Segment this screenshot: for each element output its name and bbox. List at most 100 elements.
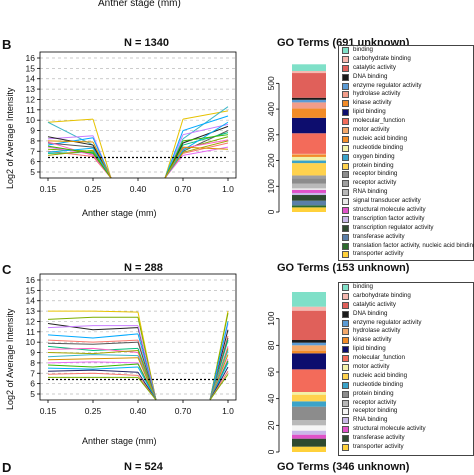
panel-c-legend-item: RNA binding <box>339 416 473 425</box>
panel-c-legend-swatch <box>342 399 349 407</box>
panel-c-legend-item: hydrolase activity <box>339 327 473 336</box>
panel-b-line-series-line <box>47 145 94 154</box>
panel-b-bar-ytick-label: 100 <box>266 179 276 193</box>
panel-b-legend-swatch <box>342 171 349 179</box>
panel-c-legend-swatch <box>342 443 349 451</box>
panel-c-line-series-line <box>47 345 139 351</box>
panel-b-bar-segment <box>292 189 326 193</box>
panel-c-legend-swatch <box>342 301 349 309</box>
panel-c-legend-item: carbohydrate binding <box>339 292 473 301</box>
panel-b-legend-item: oxygen binding <box>339 153 473 162</box>
panel-c-line-series-line <box>47 354 139 358</box>
panel-b-legend-label: nucleic acid binding <box>353 134 408 142</box>
panel-c-legend-item: motor activity <box>339 363 473 372</box>
panel-b-line-series-line <box>47 121 94 146</box>
panel-c-line-plot-frame <box>39 273 237 401</box>
panel-c-legend-item: transporter activity <box>339 443 473 452</box>
panel-c-legend-swatch <box>342 408 349 416</box>
panel-c-legend-swatch <box>342 337 349 345</box>
panel-b-legend-item: structural molecule activity <box>339 206 473 215</box>
panel-c-bar-ytick-label: 60 <box>266 367 276 377</box>
panel-b-bar-segment <box>292 160 326 164</box>
panel-b-bar-segment <box>292 205 326 208</box>
panel-b-legend-swatch <box>342 46 349 54</box>
panel-b-line-series-drop <box>164 146 184 179</box>
panel-b-line-series-line <box>182 115 229 132</box>
panel-c-line-ytick-label: 7 <box>30 368 35 378</box>
panel-c-legend-swatch <box>342 319 349 327</box>
panel-b-legend-label: RNA binding <box>353 188 388 196</box>
panel-c-bar-segment <box>292 394 326 402</box>
panel-b-legend-item: nucleotide binding <box>339 144 473 153</box>
panel-b-legend-item: DNA binding <box>339 73 473 82</box>
panel-c-legend-item: lipid binding <box>339 345 473 354</box>
panel-b-legend-swatch <box>342 55 349 63</box>
panel-d-go-title: GO Terms (346 unknown) <box>277 461 410 473</box>
panel-b-line-series-line <box>182 121 229 151</box>
panel-c-legend-item: nucleotide binding <box>339 381 473 390</box>
panel-b-legend-swatch <box>342 215 349 223</box>
panel-c-legend-label: RNA binding <box>353 416 388 424</box>
panel-c-go-title: GO Terms (153 unknown) <box>277 262 410 274</box>
panel-c-line-ytick-label: 11 <box>26 327 35 337</box>
panel-b-bar-segment <box>292 200 326 206</box>
panel-b-bar-segment <box>292 163 326 176</box>
panel-c-bar-segment <box>292 292 326 307</box>
panel-b-line-ytick-label: 11 <box>26 105 35 115</box>
panel-b-bar-segment <box>292 207 326 212</box>
panel-b-legend-swatch <box>342 180 349 188</box>
panel-b-legend-label: receptor binding <box>353 170 398 178</box>
panel-b-legend-swatch <box>342 189 349 197</box>
panel-b-bar-segment <box>292 64 326 71</box>
panel-b-line-series-drop <box>92 118 112 179</box>
panel-b-bar-segment <box>292 192 326 196</box>
panel-b-line-xtick-label: 0.40 <box>130 184 147 194</box>
panel-c-legend-label: receptor activity <box>353 398 397 406</box>
panel-c-line-series-line <box>47 341 139 345</box>
panel-b-legend-swatch <box>342 109 349 117</box>
panel-c-line-series-drop <box>209 374 229 401</box>
panel-c-line-series-line <box>47 369 139 373</box>
panel-b-line-ytick-label: 6 <box>30 157 35 167</box>
panel-b-legend-label: enzyme regulator activity <box>353 81 422 89</box>
panel-b-bar-segment <box>292 183 326 189</box>
panel-c-line-series-line <box>48 310 139 313</box>
panel-b-line-xtick-label: 0.70 <box>175 184 192 194</box>
panel-b-bar-segment <box>292 153 326 155</box>
panel-b-line-xtick-label: 0.25 <box>85 184 102 194</box>
panel-d-title: N = 524 <box>124 461 163 473</box>
panel-c-legend-label: receptor binding <box>353 407 398 415</box>
panel-b-line-series-line <box>47 118 94 123</box>
panel-b-legend-label: molecular_function <box>353 117 405 125</box>
panel-b-legend-swatch <box>342 162 349 170</box>
panel-b-legend-swatch <box>342 135 349 143</box>
panel-b-legend-swatch <box>342 224 349 232</box>
panel-b-legend-swatch <box>342 242 349 250</box>
panel-b-legend-item: kinase activity <box>339 99 473 108</box>
panel-b-bar-segment <box>292 178 326 184</box>
panel-c-line-series-drop <box>209 321 229 401</box>
panel-b-legend-label: translation factor activity, nucleic aci… <box>353 241 474 249</box>
panel-b-legend-label: kinase activity <box>353 99 392 107</box>
panel-b-legend-label: binding <box>353 46 373 53</box>
panel-b-bar-ytick-label: 300 <box>266 127 276 141</box>
panel-b-line-series-drop <box>92 141 112 179</box>
panel-c-legend-item: enzyme regulator activity <box>339 319 473 328</box>
panel-c-line-xtick-label: 0.40 <box>130 406 147 416</box>
panel-b-line-series-line <box>47 141 94 156</box>
panel-c-xlabel: Anther stage (mm) <box>82 436 157 446</box>
panel-b-legend-label: transcription factor activity <box>353 214 425 222</box>
top-axis-caption: Anther stage (mm) <box>98 0 181 9</box>
panel-c-bar-segment <box>292 430 326 435</box>
panel-b-bar-segment <box>292 70 326 74</box>
panel-b-legend-swatch <box>342 73 349 81</box>
panel-c-bar-segment <box>292 350 326 354</box>
panel-b-xlabel: Anther stage (mm) <box>82 208 157 218</box>
panel-b-line-series-line <box>182 140 229 153</box>
panel-b-line-series-drop <box>164 130 184 179</box>
panel-b-legend-label: transferase activity <box>353 232 405 240</box>
panel-c-line-series-line <box>47 372 139 376</box>
panel-c-line-series-line <box>47 333 139 339</box>
panel-b-legend-item: protein binding <box>339 162 473 171</box>
